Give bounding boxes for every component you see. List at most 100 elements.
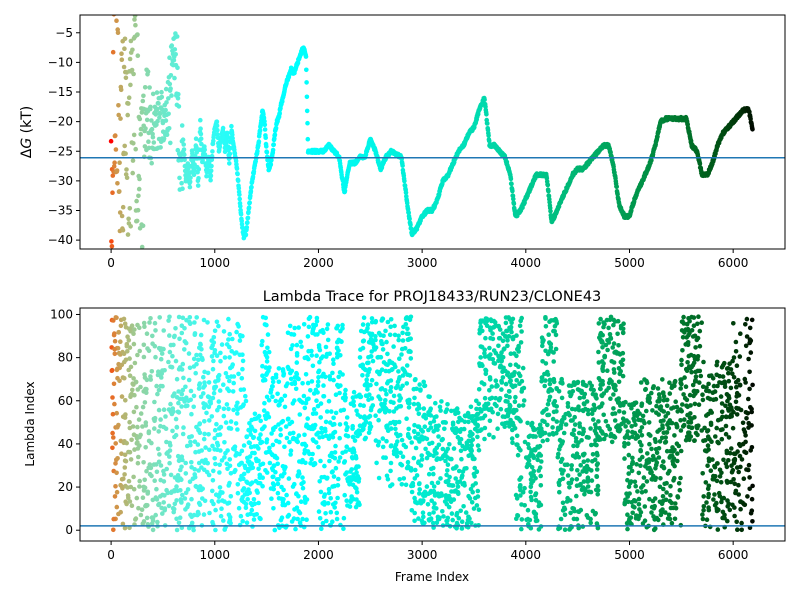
lambda-point: [290, 343, 295, 348]
lambda-point: [569, 477, 575, 482]
lambda-point: [477, 327, 483, 333]
lambda-point: [562, 462, 568, 468]
lambda-point: [574, 451, 580, 457]
lambda-point: [500, 414, 506, 419]
lambda-point: [567, 485, 572, 490]
lambda-point: [333, 443, 338, 449]
lambda-point: [129, 391, 134, 397]
lambda-point: [230, 336, 235, 342]
lambda-point: [554, 419, 560, 424]
lambda-point: [470, 483, 476, 488]
lambda-point: [244, 520, 250, 525]
lambda-point: [432, 447, 438, 453]
lambda-point: [406, 337, 411, 342]
delta-g-point: [234, 166, 240, 171]
lambda-point: [475, 424, 480, 429]
delta-g-point: [400, 163, 405, 168]
lambda-point: [366, 397, 371, 403]
lambda-point: [575, 380, 580, 386]
delta-g-point: [509, 181, 514, 187]
lambda-point: [507, 317, 513, 322]
lambda-point: [373, 413, 378, 419]
lambda-point: [370, 358, 376, 364]
lambda-point: [413, 445, 419, 451]
lambda-point: [281, 373, 286, 378]
delta-g-point: [136, 186, 142, 192]
lambda-point: [616, 379, 622, 385]
lambda-point: [482, 436, 487, 442]
lambda-point: [554, 321, 560, 326]
lambda-point: [140, 521, 146, 527]
lambda-point: [179, 330, 185, 336]
delta-g-point: [145, 69, 151, 74]
lambda-point: [306, 425, 311, 431]
lambda-point: [205, 370, 211, 376]
lambda-point: [635, 408, 640, 414]
lambda-point: [311, 438, 316, 444]
lambda-point: [196, 500, 202, 506]
lambda-point: [248, 511, 253, 517]
delta-g-point: [227, 161, 232, 166]
lambda-point: [232, 445, 237, 450]
lambda-point: [633, 516, 639, 521]
lambda-point: [156, 429, 161, 434]
lambda-point: [122, 452, 128, 458]
lambda-point: [226, 425, 232, 431]
delta-g-point: [215, 132, 220, 137]
lambda-point: [164, 466, 169, 472]
delta-g-point: [109, 239, 114, 244]
lambda-point: [428, 516, 434, 522]
lambda-point: [150, 527, 156, 533]
lambda-point: [291, 332, 297, 337]
lambda-point: [659, 435, 665, 441]
lambda-point: [173, 432, 179, 438]
lambda-point: [235, 411, 240, 416]
lambda-point: [566, 480, 571, 486]
lambda-point: [269, 466, 275, 471]
lambda-point: [470, 489, 476, 495]
lambda-point: [633, 436, 639, 441]
lambda-point: [323, 511, 328, 516]
lambda-point: [296, 433, 302, 438]
lambda-point: [507, 325, 512, 331]
lambda-point: [560, 500, 566, 506]
lambda-point: [595, 452, 600, 458]
lambda-point: [388, 443, 394, 449]
lambda-point: [377, 369, 383, 375]
lambda-point: [633, 483, 638, 489]
lambda-point: [601, 436, 607, 442]
lambda-point: [445, 455, 450, 460]
delta-g-point: [215, 127, 220, 133]
lambda-point: [630, 504, 636, 509]
lambda-point: [198, 332, 204, 338]
delta-g-point: [146, 145, 152, 151]
lambda-point: [235, 490, 241, 496]
lambda-point: [295, 472, 301, 478]
delta-g-point: [175, 65, 180, 71]
lambda-point: [570, 453, 576, 459]
lambda-point: [412, 395, 417, 401]
lambda-point: [596, 419, 601, 424]
lambda-point: [441, 514, 446, 519]
lambda-point: [488, 335, 493, 341]
lambda-point: [150, 333, 155, 339]
lambda-point: [500, 338, 506, 344]
lambda-point: [510, 440, 515, 446]
lambda-point: [367, 413, 373, 419]
lambda-point: [192, 472, 197, 477]
lambda-point: [584, 434, 590, 440]
lambda-point: [518, 475, 524, 480]
delta-g-point: [246, 209, 251, 215]
lambda-point: [227, 519, 232, 525]
delta-g-point: [132, 17, 137, 22]
lambda-point: [340, 322, 345, 328]
lambda-point: [576, 509, 582, 515]
lambda-point: [366, 369, 371, 375]
lambda-point: [131, 474, 136, 480]
lambda-point: [392, 323, 397, 329]
lambda-point: [285, 330, 291, 336]
delta-g-point: [126, 216, 131, 222]
delta-g-point: [133, 22, 138, 28]
lambda-point: [400, 330, 405, 336]
delta-g-point: [117, 189, 122, 194]
